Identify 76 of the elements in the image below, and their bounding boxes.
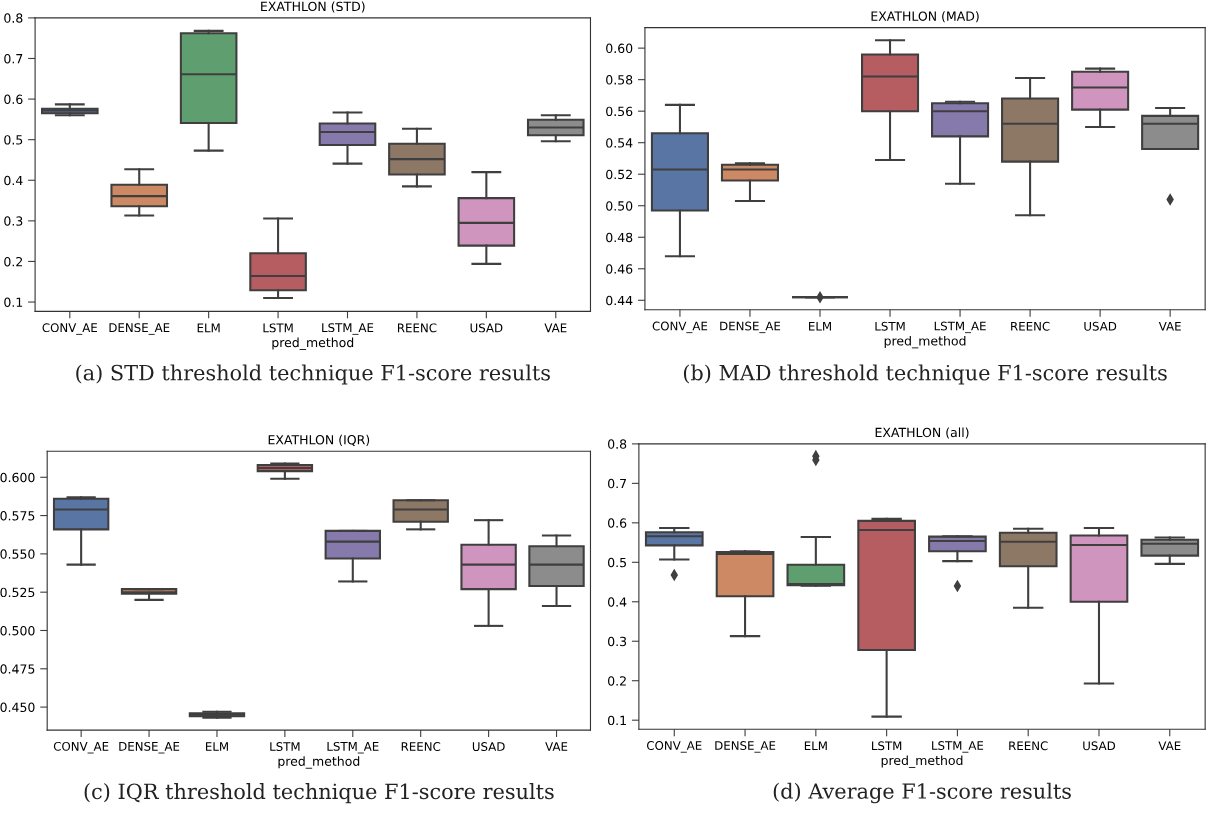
y-tick-label: 0.3	[4, 216, 23, 226]
y-tick-label: 0.8	[608, 439, 627, 449]
x-tick-label: DENSE_AE	[720, 321, 781, 334]
x-tick-label: LSTM	[263, 323, 293, 333]
x-tick-label: REENC	[1011, 321, 1050, 331]
x-tick-label: CONV_AE	[646, 741, 702, 753]
x-axis-title: pred_method	[884, 335, 966, 349]
y-tick-label: 0.54	[606, 138, 633, 148]
y-tick-label: 0.6	[4, 94, 23, 104]
x-tick-label: USAD	[1084, 321, 1117, 331]
y-tick-label: 0.5	[608, 557, 626, 568]
x-tick-label: LSTM_AE	[327, 741, 379, 754]
text: (a) STD threshold technique F1-score results	[76, 364, 550, 385]
y-tick-label: 0.48	[606, 232, 633, 243]
x-tick-label: VAE	[1158, 741, 1181, 751]
y-tick-label: 0.600	[0, 472, 35, 483]
chart-title: EXATHLON (STD)	[261, 1, 365, 13]
y-tick-label: 0.60	[606, 43, 633, 54]
y-tick-label: 0.8	[4, 13, 23, 23]
x-tick-label: ELM	[206, 742, 228, 751]
x-axis-title: pred_method	[881, 755, 963, 768]
y-tick-label: 0.58	[606, 75, 633, 85]
y-tick-label: 0.1	[4, 297, 23, 307]
x-tick-label: USAD	[470, 323, 503, 333]
x-tick-label: REENC	[397, 323, 437, 333]
y-tick-label: 0.2	[4, 256, 23, 267]
y-tick-label: 0.500	[0, 625, 35, 636]
x-axis-title: pred_method	[272, 337, 354, 350]
x-tick-label: LSTM_AE	[934, 321, 986, 334]
y-tick-label: 0.44	[606, 295, 633, 306]
text: (b) MAD threshold technique F1-score results	[683, 364, 1167, 385]
y-tick-label: 0.4	[4, 175, 23, 186]
y-tick-label: 0.56	[606, 106, 633, 117]
x-tick-label: CONV_AE	[53, 741, 109, 754]
text: (d) Average F1-score results	[773, 782, 1071, 804]
y-tick-label: 0.575	[0, 511, 35, 521]
y-tick-label: 0.450	[0, 702, 35, 713]
x-tick-label: VAE	[1158, 321, 1181, 331]
x-tick-label: VAE	[544, 323, 567, 333]
x-tick-label: USAD	[472, 742, 505, 752]
y-tick-label: 0.4	[608, 597, 627, 607]
x-tick-label: LSTM_AE	[932, 741, 984, 753]
x-tick-label: REENC	[401, 742, 441, 752]
x-tick-label: DENSE_AE	[715, 741, 776, 753]
y-tick-label: 0.7	[4, 53, 23, 64]
y-tick-label: 0.46	[606, 264, 633, 274]
y-tick-label: 0.1	[608, 715, 626, 726]
x-tick-label: ELM	[197, 323, 220, 333]
chart-title: EXATHLON (MAD)	[871, 11, 979, 23]
y-tick-label: 0.3	[608, 636, 627, 647]
x-tick-label: DENSE_AE	[119, 741, 180, 754]
y-tick-label: 0.475	[0, 664, 35, 674]
x-tick-label: DENSE_AE	[109, 323, 170, 335]
chart-title: EXATHLON (all)	[875, 427, 969, 439]
x-tick-label: CONV_AE	[652, 321, 708, 334]
y-tick-label: 0.2	[608, 676, 626, 686]
y-tick-label: 0.550	[0, 549, 35, 559]
x-tick-label: LSTM	[875, 321, 905, 331]
y-tick-label: 0.6	[608, 518, 627, 528]
x-tick-label: LSTM	[872, 741, 902, 751]
x-tick-label: REENC	[1009, 741, 1048, 751]
x-tick-label: VAE	[545, 742, 568, 751]
y-tick-label: 0.7	[608, 478, 627, 489]
y-tick-label: 0.52	[606, 169, 632, 180]
y-tick-label: 0.5	[4, 135, 23, 145]
x-tick-label: USAD	[1083, 741, 1116, 751]
x-tick-label: ELM	[809, 321, 831, 331]
chart-title: EXATHLON (IQR)	[268, 434, 370, 446]
x-tick-label: ELM	[804, 741, 827, 751]
y-tick-label: 0.525	[0, 587, 35, 598]
text: (c) IQR threshold technique F1-score results	[84, 783, 554, 804]
x-axis-title: pred_method	[278, 756, 360, 769]
x-tick-label: LSTM_AE	[322, 323, 374, 335]
x-tick-label: LSTM	[270, 742, 300, 752]
y-tick-label: 0.50	[606, 201, 633, 211]
x-tick-label: CONV_AE	[42, 323, 97, 335]
